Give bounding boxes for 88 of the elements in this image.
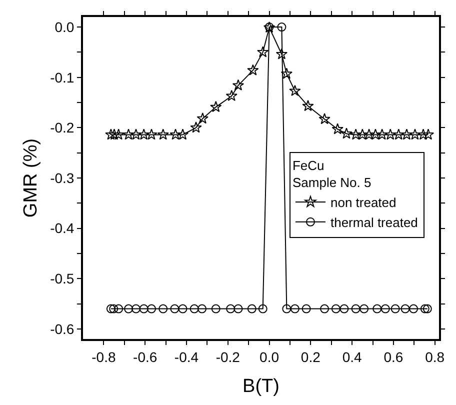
point — [257, 46, 269, 58]
point — [282, 304, 292, 314]
point — [350, 128, 362, 140]
point — [356, 128, 368, 140]
point — [417, 128, 430, 140]
point — [130, 128, 142, 140]
y-tick-label: -0.6 — [50, 320, 74, 337]
point — [147, 304, 156, 314]
point — [196, 112, 208, 124]
point — [198, 304, 207, 314]
point — [320, 304, 330, 314]
point — [409, 304, 418, 314]
point — [384, 128, 396, 140]
point — [380, 304, 390, 314]
point — [420, 304, 430, 314]
point — [170, 128, 182, 140]
point — [370, 128, 382, 140]
x-tick-label: -0.6 — [133, 348, 158, 365]
point — [178, 304, 188, 314]
point — [277, 22, 286, 32]
point — [422, 128, 434, 140]
point — [105, 128, 117, 140]
point — [109, 304, 118, 314]
x-tick-label: 0.8 — [425, 348, 445, 365]
point — [124, 304, 134, 314]
point — [376, 128, 388, 140]
y-tick-label: -0.3 — [50, 170, 74, 186]
y-tick-label: -0.4 — [50, 220, 74, 236]
x-tick-label: -0.2 — [216, 348, 240, 365]
point — [108, 128, 120, 140]
legend-label: thermal treated — [330, 214, 418, 230]
point — [400, 304, 410, 314]
point — [234, 304, 243, 314]
x-tick-label: 0.6 — [384, 348, 404, 365]
point — [139, 304, 148, 314]
point — [232, 79, 244, 90]
point — [289, 84, 301, 96]
point — [392, 128, 404, 140]
point — [390, 304, 400, 314]
y-tick-label: -0.2 — [50, 120, 74, 136]
point — [340, 128, 352, 139]
point — [176, 128, 189, 140]
point — [331, 304, 340, 314]
x-tick-label: 0.2 — [300, 348, 321, 365]
point — [112, 128, 124, 140]
point — [280, 68, 292, 79]
y-tick-label: 0.0 — [54, 18, 74, 35]
point — [400, 128, 413, 140]
x-tick-label: -0.8 — [92, 348, 116, 365]
y-tick-label: -0.1 — [50, 69, 74, 86]
point — [226, 304, 236, 314]
point — [190, 304, 199, 314]
point — [158, 304, 168, 314]
x-axis-title: B(T) — [242, 376, 280, 398]
point — [332, 123, 344, 134]
point — [302, 100, 314, 112]
point — [190, 122, 202, 133]
point — [247, 64, 259, 76]
x-tick-label: -0.4 — [174, 348, 199, 365]
point — [247, 304, 256, 314]
point — [409, 128, 421, 140]
point — [422, 304, 432, 314]
y-axis-title: GMR (%) — [20, 138, 42, 218]
point — [131, 304, 140, 314]
point — [211, 304, 220, 314]
point — [157, 128, 169, 140]
point — [226, 90, 238, 102]
x-tick-label: 0.0 — [260, 348, 280, 365]
point — [210, 100, 222, 112]
point — [258, 304, 268, 314]
y-tick-label: -0.5 — [50, 270, 74, 287]
point — [363, 128, 375, 140]
point — [122, 128, 134, 140]
point — [340, 304, 349, 314]
point — [290, 304, 300, 314]
point — [360, 304, 369, 314]
point — [114, 304, 124, 314]
point — [138, 128, 150, 140]
legend-label: non treated — [330, 195, 396, 210]
point — [146, 128, 158, 140]
point — [351, 304, 360, 314]
point — [302, 304, 311, 314]
x-tick-label: 0.4 — [342, 348, 362, 365]
point — [276, 48, 288, 60]
point — [170, 304, 180, 314]
point — [318, 113, 330, 124]
point — [372, 304, 382, 314]
point — [106, 304, 116, 314]
